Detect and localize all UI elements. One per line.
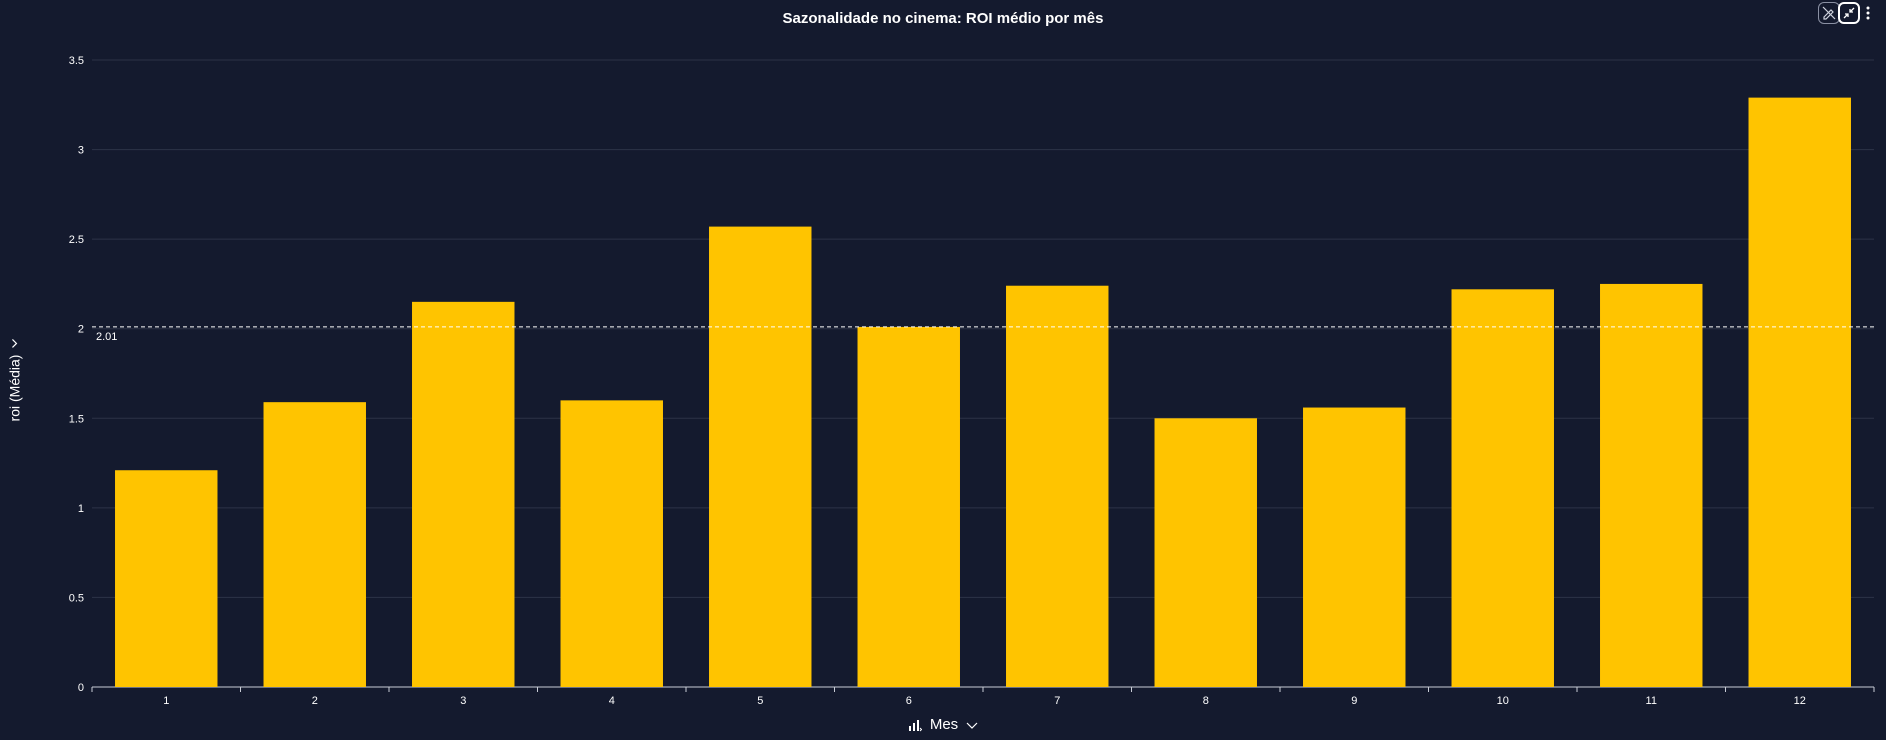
x-tick-label: 2	[312, 695, 318, 707]
x-axis-title-control[interactable]: Mes	[908, 716, 978, 733]
bar[interactable]	[1303, 407, 1406, 687]
x-tick-label: 10	[1497, 695, 1509, 707]
bar[interactable]	[1006, 285, 1109, 687]
y-tick-label: 2	[78, 324, 84, 336]
chevron-down-icon	[11, 339, 17, 348]
bar[interactable]	[1154, 418, 1257, 687]
bar[interactable]	[1451, 289, 1554, 687]
sort-bars-icon	[908, 719, 922, 731]
x-tick-label: 7	[1054, 695, 1060, 707]
x-tick-label: 11	[1646, 695, 1657, 707]
y-tick-label: 0	[78, 682, 84, 694]
reference-line-label: 2.01	[96, 331, 117, 343]
x-axis-title: Mes	[929, 716, 959, 733]
pencil-slash-icon	[1822, 6, 1836, 20]
chart-title: Sazonalidade no cinema: ROI médio por mê…	[782, 10, 1104, 27]
y-tick-label: 0.5	[69, 592, 84, 604]
x-tick-label: 6	[906, 695, 912, 707]
y-tick-label: 2.5	[69, 234, 84, 246]
x-tick-label: 9	[1351, 695, 1357, 707]
bar[interactable]	[1600, 283, 1703, 687]
bar[interactable]	[1748, 97, 1851, 688]
y-tick-label: 1.5	[69, 413, 84, 425]
y-tick-label: 3.5	[69, 55, 84, 67]
y-tick-label: 1	[78, 503, 84, 515]
bar[interactable]	[412, 301, 515, 687]
bar[interactable]	[857, 326, 960, 687]
bar[interactable]	[263, 402, 366, 687]
x-tick-label: 5	[757, 695, 763, 707]
bar[interactable]	[709, 226, 812, 688]
x-tick-label: 3	[460, 695, 466, 707]
x-tick-label: 1	[163, 695, 169, 707]
y-tick-label: 3	[78, 145, 84, 157]
collapse-button[interactable]	[1838, 2, 1860, 24]
collapse-arrows-icon	[1843, 7, 1855, 19]
x-tick-label: 8	[1203, 695, 1209, 707]
bar[interactable]	[115, 470, 218, 687]
x-tick-label: 4	[609, 695, 615, 707]
bar[interactable]	[560, 400, 663, 687]
y-axis-title-control[interactable]: roi (Média)	[2, 330, 26, 430]
more-options-button[interactable]	[1860, 2, 1876, 24]
more-vertical-icon	[1866, 6, 1870, 20]
chevron-down-icon	[966, 722, 978, 729]
x-tick-label: 12	[1794, 695, 1806, 707]
